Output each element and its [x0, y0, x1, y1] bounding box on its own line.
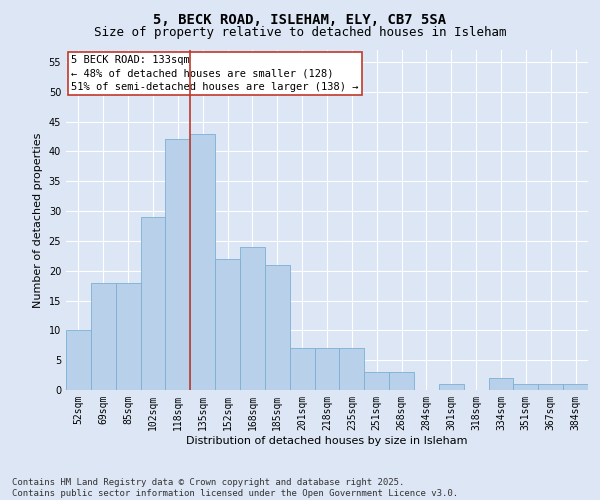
- Bar: [66, 330, 91, 390]
- X-axis label: Distribution of detached houses by size in Isleham: Distribution of detached houses by size …: [186, 436, 468, 446]
- Bar: [340, 348, 364, 390]
- Bar: [538, 384, 563, 390]
- Bar: [439, 384, 464, 390]
- Text: 5, BECK ROAD, ISLEHAM, ELY, CB7 5SA: 5, BECK ROAD, ISLEHAM, ELY, CB7 5SA: [154, 12, 446, 26]
- Bar: [514, 384, 538, 390]
- Bar: [240, 247, 265, 390]
- Bar: [166, 140, 190, 390]
- Text: Contains HM Land Registry data © Crown copyright and database right 2025.
Contai: Contains HM Land Registry data © Crown c…: [12, 478, 458, 498]
- Text: Size of property relative to detached houses in Isleham: Size of property relative to detached ho…: [94, 26, 506, 39]
- Bar: [314, 348, 340, 390]
- Bar: [91, 282, 116, 390]
- Bar: [563, 384, 588, 390]
- Bar: [140, 217, 166, 390]
- Text: 5 BECK ROAD: 133sqm
← 48% of detached houses are smaller (128)
51% of semi-detac: 5 BECK ROAD: 133sqm ← 48% of detached ho…: [71, 55, 359, 92]
- Y-axis label: Number of detached properties: Number of detached properties: [33, 132, 43, 308]
- Bar: [290, 348, 314, 390]
- Bar: [215, 259, 240, 390]
- Bar: [190, 134, 215, 390]
- Bar: [389, 372, 414, 390]
- Bar: [488, 378, 514, 390]
- Bar: [116, 282, 140, 390]
- Bar: [364, 372, 389, 390]
- Bar: [265, 264, 290, 390]
